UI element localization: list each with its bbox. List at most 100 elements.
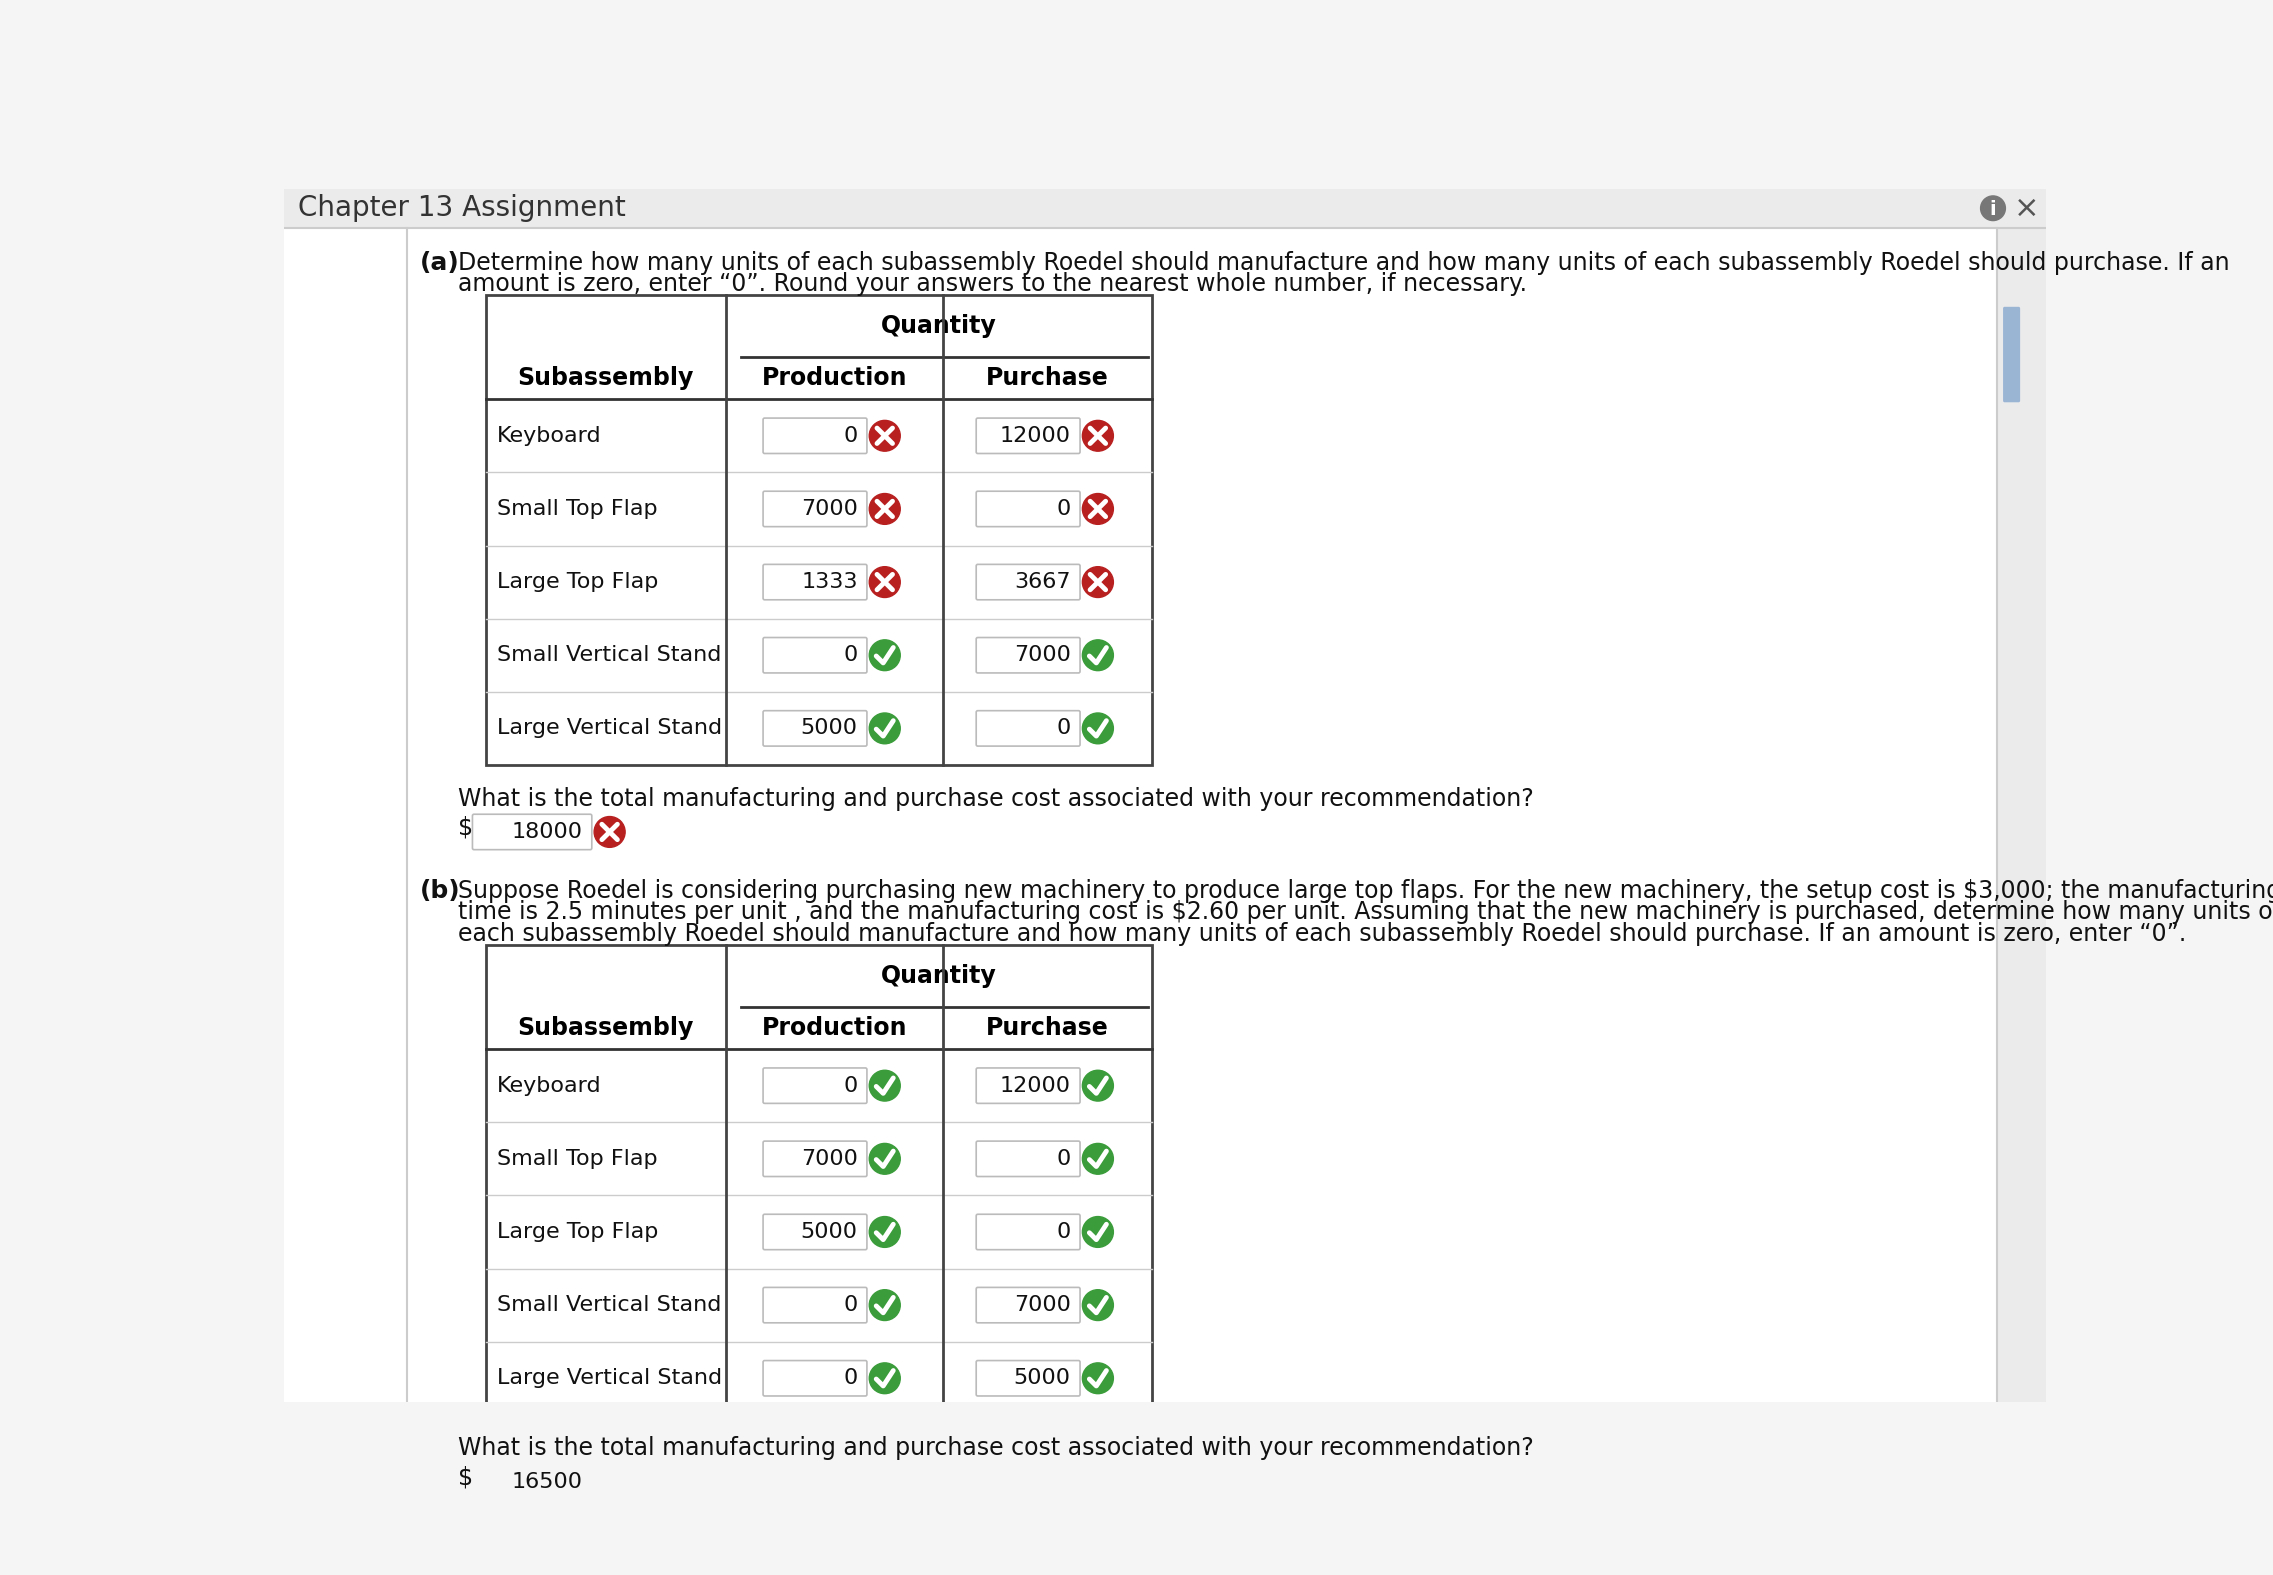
Circle shape [1082,1362,1114,1394]
Text: Quantity: Quantity [882,313,998,339]
FancyBboxPatch shape [764,710,866,747]
Circle shape [1082,713,1114,743]
Text: 3667: 3667 [1014,572,1071,592]
FancyBboxPatch shape [764,491,866,526]
Text: time is 2.5 minutes per unit , and the manufacturing cost is $2.60 per unit. Ass: time is 2.5 minutes per unit , and the m… [459,901,2273,925]
Text: $: $ [459,1466,473,1490]
Text: Small Top Flap: Small Top Flap [498,1148,657,1169]
Circle shape [1082,1290,1114,1320]
Text: 7000: 7000 [800,499,857,518]
Text: 18000: 18000 [511,822,582,843]
Text: 0: 0 [1057,1148,1071,1169]
FancyBboxPatch shape [764,417,866,454]
Circle shape [868,1071,900,1101]
Circle shape [868,1290,900,1320]
Text: 7000: 7000 [1014,1295,1071,1315]
FancyBboxPatch shape [764,1361,866,1395]
Text: Keyboard: Keyboard [498,1076,602,1096]
FancyBboxPatch shape [473,1465,591,1499]
Text: What is the total manufacturing and purchase cost associated with your recommend: What is the total manufacturing and purc… [459,1436,1534,1460]
FancyBboxPatch shape [473,814,591,849]
FancyBboxPatch shape [486,945,1152,1414]
Text: Suppose Roedel is considering purchasing new machinery to produce large top flap: Suppose Roedel is considering purchasing… [459,879,2273,902]
Text: Subassembly: Subassembly [518,1016,693,1040]
FancyBboxPatch shape [975,1361,1080,1395]
FancyBboxPatch shape [975,417,1080,454]
Text: Large Top Flap: Large Top Flap [498,572,659,592]
Circle shape [868,1216,900,1247]
Text: (a): (a) [421,250,459,274]
FancyBboxPatch shape [764,1068,866,1104]
FancyBboxPatch shape [284,189,2046,227]
Circle shape [1082,1143,1114,1175]
Text: 0: 0 [843,1295,857,1315]
Circle shape [1082,639,1114,671]
FancyBboxPatch shape [2003,307,2021,402]
Text: $: $ [459,816,473,839]
FancyBboxPatch shape [764,1142,866,1177]
Text: amount is zero, enter “0”. Round your answers to the nearest whole number, if ne: amount is zero, enter “0”. Round your an… [459,272,1527,296]
Text: Purchase: Purchase [986,1016,1109,1040]
FancyBboxPatch shape [764,1214,866,1249]
Text: Determine how many units of each subassembly Roedel should manufacture and how m: Determine how many units of each subasse… [459,250,2230,274]
Text: 0: 0 [843,646,857,665]
Circle shape [1082,1071,1114,1101]
Circle shape [868,713,900,743]
Circle shape [868,421,900,450]
Text: Keyboard: Keyboard [498,425,602,446]
Circle shape [593,1466,625,1498]
Text: 0: 0 [843,425,857,446]
FancyBboxPatch shape [975,1068,1080,1104]
Text: Quantity: Quantity [882,964,998,988]
Text: 0: 0 [1057,718,1071,739]
Circle shape [868,493,900,524]
Text: Large Vertical Stand: Large Vertical Stand [498,1369,723,1388]
Circle shape [1082,1216,1114,1247]
FancyBboxPatch shape [975,710,1080,747]
FancyBboxPatch shape [284,189,2046,1402]
Text: Purchase: Purchase [986,365,1109,391]
Text: 7000: 7000 [800,1148,857,1169]
Text: ×: × [2014,194,2039,222]
FancyBboxPatch shape [975,491,1080,526]
Text: Chapter 13 Assignment: Chapter 13 Assignment [298,194,625,222]
Text: Large Top Flap: Large Top Flap [498,1222,659,1243]
Text: 0: 0 [843,1369,857,1388]
Circle shape [1082,567,1114,597]
Text: 7000: 7000 [1014,646,1071,665]
Circle shape [868,1143,900,1175]
Text: 1333: 1333 [800,572,857,592]
Text: Small Vertical Stand: Small Vertical Stand [498,646,721,665]
Circle shape [1082,493,1114,524]
FancyBboxPatch shape [486,295,1152,765]
FancyBboxPatch shape [764,1287,866,1323]
Text: 5000: 5000 [800,718,857,739]
Text: 12000: 12000 [1000,1076,1071,1096]
Text: Small Vertical Stand: Small Vertical Stand [498,1295,721,1315]
Circle shape [1980,195,2005,221]
FancyBboxPatch shape [975,1287,1080,1323]
Text: Production: Production [761,365,907,391]
Text: i: i [1989,200,1996,219]
Text: Large Vertical Stand: Large Vertical Stand [498,718,723,739]
Circle shape [1082,421,1114,450]
Text: Small Top Flap: Small Top Flap [498,499,657,518]
Text: 5000: 5000 [800,1222,857,1243]
Text: 16500: 16500 [511,1471,582,1492]
Circle shape [593,816,625,847]
Text: What is the total manufacturing and purchase cost associated with your recommend: What is the total manufacturing and purc… [459,786,1534,811]
FancyBboxPatch shape [975,638,1080,673]
FancyBboxPatch shape [975,1214,1080,1249]
Text: 0: 0 [843,1076,857,1096]
Circle shape [868,567,900,597]
FancyBboxPatch shape [1998,227,2046,1402]
Text: each subassembly Roedel should manufacture and how many units of each subassembl: each subassembly Roedel should manufactu… [459,921,2187,947]
Text: Subassembly: Subassembly [518,365,693,391]
Text: (b): (b) [421,879,461,902]
Text: 0: 0 [1057,499,1071,518]
FancyBboxPatch shape [764,564,866,600]
Circle shape [868,639,900,671]
Text: 5000: 5000 [1014,1369,1071,1388]
Text: 12000: 12000 [1000,425,1071,446]
Text: 0: 0 [1057,1222,1071,1243]
